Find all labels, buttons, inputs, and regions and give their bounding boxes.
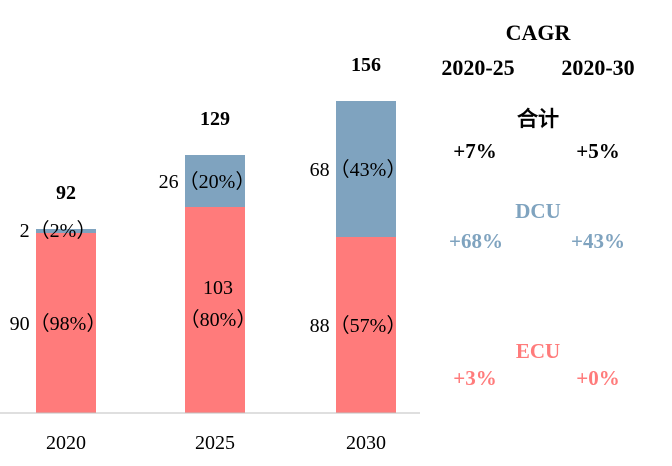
total-label-2030: 156 — [351, 54, 381, 76]
cagr-dcu-2020-25: +68% — [449, 229, 503, 253]
cagr-total-2020-30: +5% — [576, 139, 619, 163]
cagr-panel: CAGR 2020-25 2020-30 合计 +7% +5% DCU +68%… — [441, 20, 634, 390]
cagr-ecu-2020-25: +3% — [453, 366, 496, 390]
dcu-value-label-2030: 68（43%） — [310, 158, 407, 181]
ecu-value-label-2020: 90（98%） — [10, 312, 107, 335]
cagr-period-1: 2020-25 — [441, 55, 514, 80]
ecu-value-label-2025: 103 — [203, 277, 233, 299]
cagr-ecu-label: ECU — [516, 339, 560, 363]
bar-ecu-2020 — [36, 233, 96, 413]
cagr-title: CAGR — [506, 20, 572, 45]
cagr-total-2020-25: +7% — [453, 139, 496, 163]
ecu-value-label-2030: 88（57%） — [310, 314, 407, 337]
ecu-share-label-2025: （80%） — [180, 308, 257, 331]
bars-layer: 90（98%） 2（2%） 92 2020 103 （80%） 26（20%） 129 2025… — [10, 54, 407, 454]
bar-dcu-2030 — [336, 101, 396, 237]
dcu-value-label-2020: 2（2%） — [20, 219, 97, 242]
bar-ecu-2025 — [185, 207, 245, 413]
cagr-dcu-label: DCU — [515, 199, 561, 223]
bar-ecu-2030 — [336, 237, 396, 413]
dcu-value-label-2025: 26（20%） — [159, 170, 256, 193]
x-tick-label-2030: 2030 — [346, 432, 386, 454]
total-label-2020: 92 — [56, 182, 76, 204]
x-tick-label-2025: 2025 — [195, 432, 235, 454]
x-tick-label-2020: 2020 — [46, 432, 86, 454]
total-label-2025: 129 — [200, 108, 230, 130]
bar-dcu-2025 — [185, 155, 245, 207]
cagr-period-2: 2020-30 — [561, 55, 634, 80]
bar-dcu-2020 — [36, 229, 96, 233]
cagr-dcu-2020-30: +43% — [571, 229, 625, 253]
cagr-total-label: 合计 — [517, 107, 559, 131]
cagr-ecu-2020-30: +0% — [576, 366, 619, 390]
